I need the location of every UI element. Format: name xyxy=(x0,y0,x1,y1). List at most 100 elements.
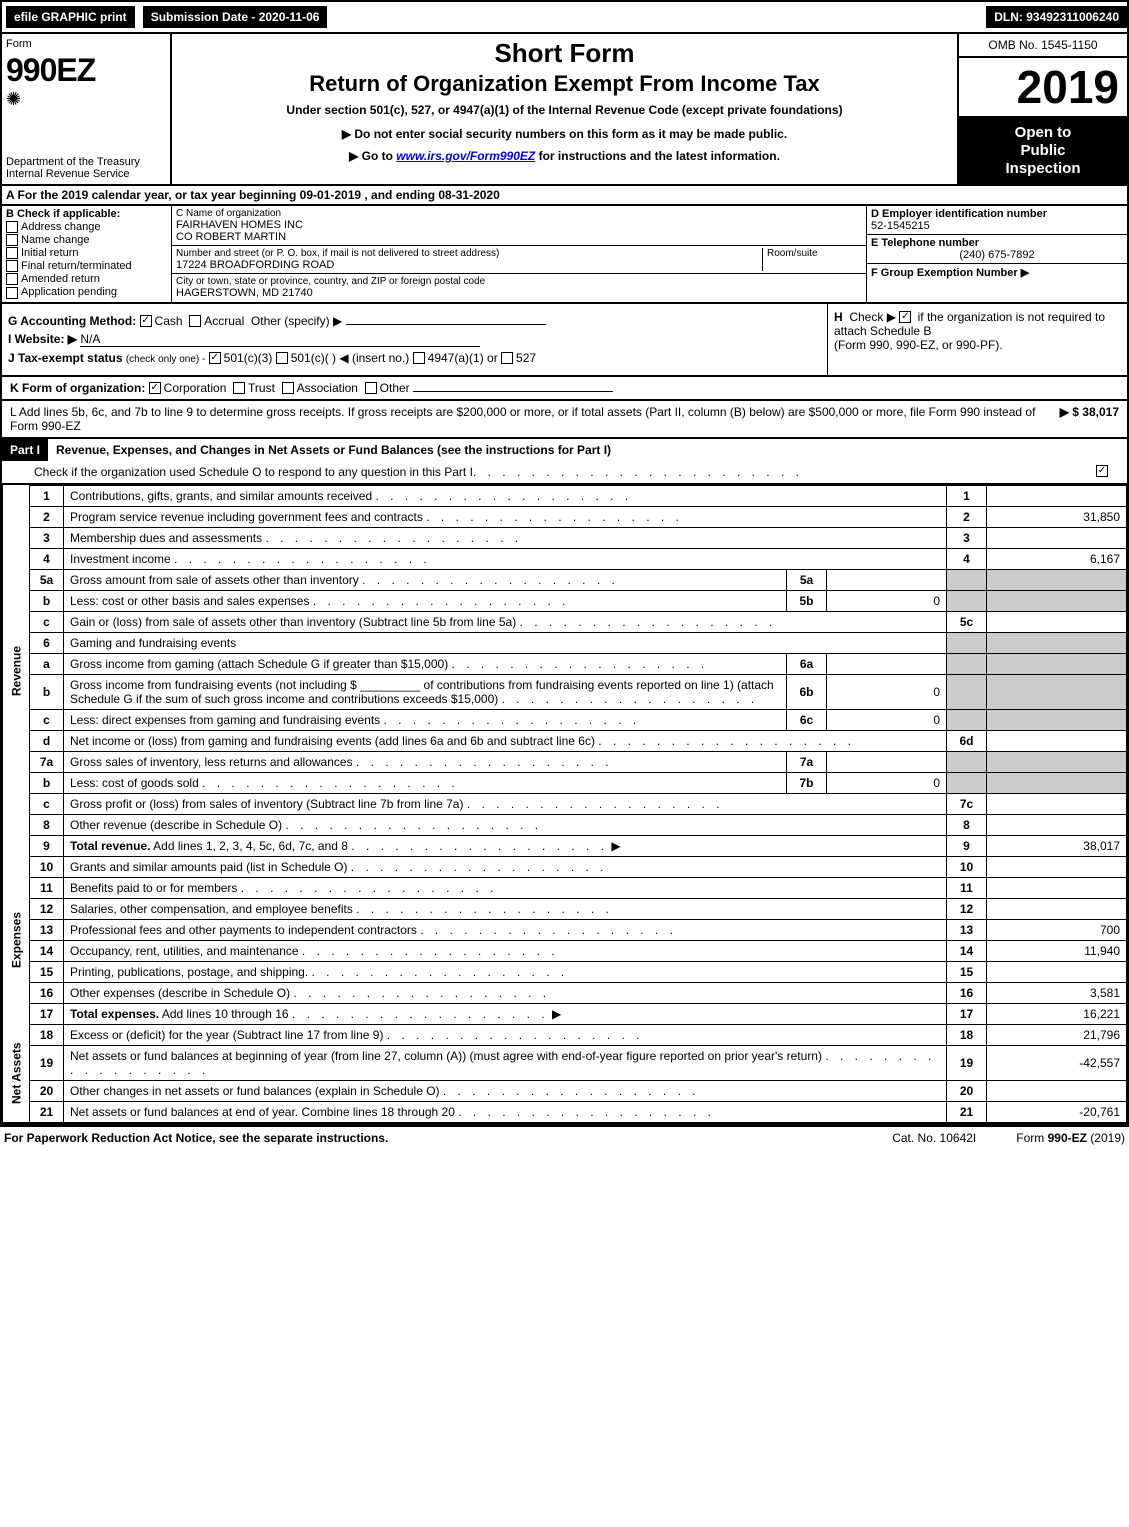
chk-label-1: Name change xyxy=(21,234,90,246)
tel-value: (240) 675-7892 xyxy=(871,249,1123,261)
right-line-num: 13 xyxy=(947,919,987,940)
irs-text: Internal Revenue Service xyxy=(6,168,130,180)
line-description: Investment income . . . . . . . . . . . … xyxy=(64,548,947,569)
table-row: 4Investment income . . . . . . . . . . .… xyxy=(3,548,1127,569)
inner-line-value xyxy=(827,569,947,590)
line-i-label: I Website: ▶ xyxy=(8,332,77,346)
check-corporation[interactable] xyxy=(149,382,161,394)
right-val-shaded xyxy=(987,751,1127,772)
check-amended-return[interactable]: Amended return xyxy=(6,273,167,285)
irs-link[interactable]: www.irs.gov/Form990EZ xyxy=(396,149,535,163)
check-association[interactable] xyxy=(282,382,294,394)
line-number: 3 xyxy=(30,527,64,548)
goto-pre: ▶ Go to xyxy=(349,149,396,163)
right-val-shaded xyxy=(987,674,1127,709)
treasury-seal-icon: ✺ xyxy=(6,89,166,110)
check-schedule-o[interactable] xyxy=(1096,465,1108,477)
right-num-shaded xyxy=(947,653,987,674)
open-to-public-badge: Open to Public Inspection xyxy=(959,118,1127,184)
right-line-value: 31,850 xyxy=(987,506,1127,527)
line-description: Gross sales of inventory, less returns a… xyxy=(64,751,787,772)
right-line-num: 10 xyxy=(947,856,987,877)
inner-line-num: 6a xyxy=(787,653,827,674)
right-val-shaded xyxy=(987,590,1127,611)
tax-year: 2019 xyxy=(959,58,1127,118)
accrual-label: Accrual xyxy=(204,314,244,328)
line-l-text: L Add lines 5b, 6c, and 7b to line 9 to … xyxy=(10,405,1060,433)
check-cash[interactable] xyxy=(140,315,152,327)
check-trust[interactable] xyxy=(233,382,245,394)
room-label: Room/suite xyxy=(767,248,862,259)
dots-fill: . . . . . . . . . . . . . . . . . . . . … xyxy=(473,465,1096,479)
line-number: 10 xyxy=(30,856,64,877)
opt-corp: Corporation xyxy=(164,381,227,395)
right-line-num: 20 xyxy=(947,1080,987,1101)
line-number: 21 xyxy=(30,1101,64,1122)
open-line1: Open to xyxy=(1015,124,1072,141)
inner-line-num: 6c xyxy=(787,709,827,730)
form-number: 990EZ xyxy=(6,52,166,89)
line-description: Total revenue. Add lines 1, 2, 3, 4, 5c,… xyxy=(64,835,947,856)
right-val-shaded xyxy=(987,632,1127,653)
right-line-num: 14 xyxy=(947,940,987,961)
right-line-num: 18 xyxy=(947,1024,987,1045)
right-line-value xyxy=(987,730,1127,751)
line-number: c xyxy=(30,793,64,814)
table-row: 7aGross sales of inventory, less returns… xyxy=(3,751,1127,772)
line-number: 16 xyxy=(30,982,64,1003)
right-line-value: -42,557 xyxy=(987,1045,1127,1080)
chk-label-2: Initial return xyxy=(21,247,78,259)
check-501c[interactable] xyxy=(276,352,288,364)
gh-left: G Accounting Method: Cash Accrual Other … xyxy=(2,304,827,375)
line-number: 5a xyxy=(30,569,64,590)
part-i-title: Revenue, Expenses, and Changes in Net As… xyxy=(48,439,1127,461)
check-application-pending[interactable]: Application pending xyxy=(6,286,167,298)
table-row: Expenses10Grants and similar amounts pai… xyxy=(3,856,1127,877)
right-line-num: 2 xyxy=(947,506,987,527)
open-line3: Inspection xyxy=(1005,160,1080,177)
line-j-hint: (check only one) - xyxy=(126,354,205,365)
line-number: 14 xyxy=(30,940,64,961)
ein-value: 52-1545215 xyxy=(871,220,1123,232)
check-final-return[interactable]: Final return/terminated xyxy=(6,260,167,272)
check-address-change[interactable]: Address change xyxy=(6,221,167,233)
table-row: bGross income from fundraising events (n… xyxy=(3,674,1127,709)
right-line-num: 3 xyxy=(947,527,987,548)
line-description: Less: cost or other basis and sales expe… xyxy=(64,590,787,611)
check-schedule-b[interactable] xyxy=(899,311,911,323)
check-initial-return[interactable]: Initial return xyxy=(6,247,167,259)
check-501c3[interactable] xyxy=(209,352,221,364)
check-other-org[interactable] xyxy=(365,382,377,394)
inner-line-value: 0 xyxy=(827,772,947,793)
opt-trust: Trust xyxy=(248,381,275,395)
header-left: Form 990EZ ✺ Department of the Treasury … xyxy=(2,34,172,184)
check-4947[interactable] xyxy=(413,352,425,364)
table-row: 14Occupancy, rent, utilities, and mainte… xyxy=(3,940,1127,961)
line-l-row: L Add lines 5b, 6c, and 7b to line 9 to … xyxy=(0,401,1129,439)
part-i-badge: Part I xyxy=(2,439,48,461)
other-org-input[interactable] xyxy=(413,391,613,392)
column-b-checkboxes: B Check if applicable: Address change Na… xyxy=(2,206,172,302)
lines-g-through-l: G Accounting Method: Cash Accrual Other … xyxy=(0,304,1129,377)
right-line-num: 1 xyxy=(947,485,987,506)
line-number: a xyxy=(30,653,64,674)
omb-number: OMB No. 1545-1150 xyxy=(959,34,1127,58)
check-accrual[interactable] xyxy=(189,315,201,327)
right-line-num: 11 xyxy=(947,877,987,898)
table-row: aGross income from gaming (attach Schedu… xyxy=(3,653,1127,674)
line-description: Program service revenue including govern… xyxy=(64,506,947,527)
check-name-change[interactable]: Name change xyxy=(6,234,167,246)
chk-label-5: Application pending xyxy=(21,286,117,298)
right-line-value xyxy=(987,877,1127,898)
other-specify-input[interactable] xyxy=(346,324,546,325)
part-i-check-o: Check if the organization used Schedule … xyxy=(2,461,1127,483)
table-row: cGross profit or (loss) from sales of in… xyxy=(3,793,1127,814)
chk-label-0: Address change xyxy=(21,221,101,233)
check-527[interactable] xyxy=(501,352,513,364)
right-num-shaded xyxy=(947,674,987,709)
efile-print-button[interactable]: efile GRAPHIC print xyxy=(4,4,137,30)
right-line-value xyxy=(987,961,1127,982)
line-number: 9 xyxy=(30,835,64,856)
right-line-value: 16,221 xyxy=(987,1003,1127,1024)
telephone-block: E Telephone number (240) 675-7892 xyxy=(867,235,1127,264)
